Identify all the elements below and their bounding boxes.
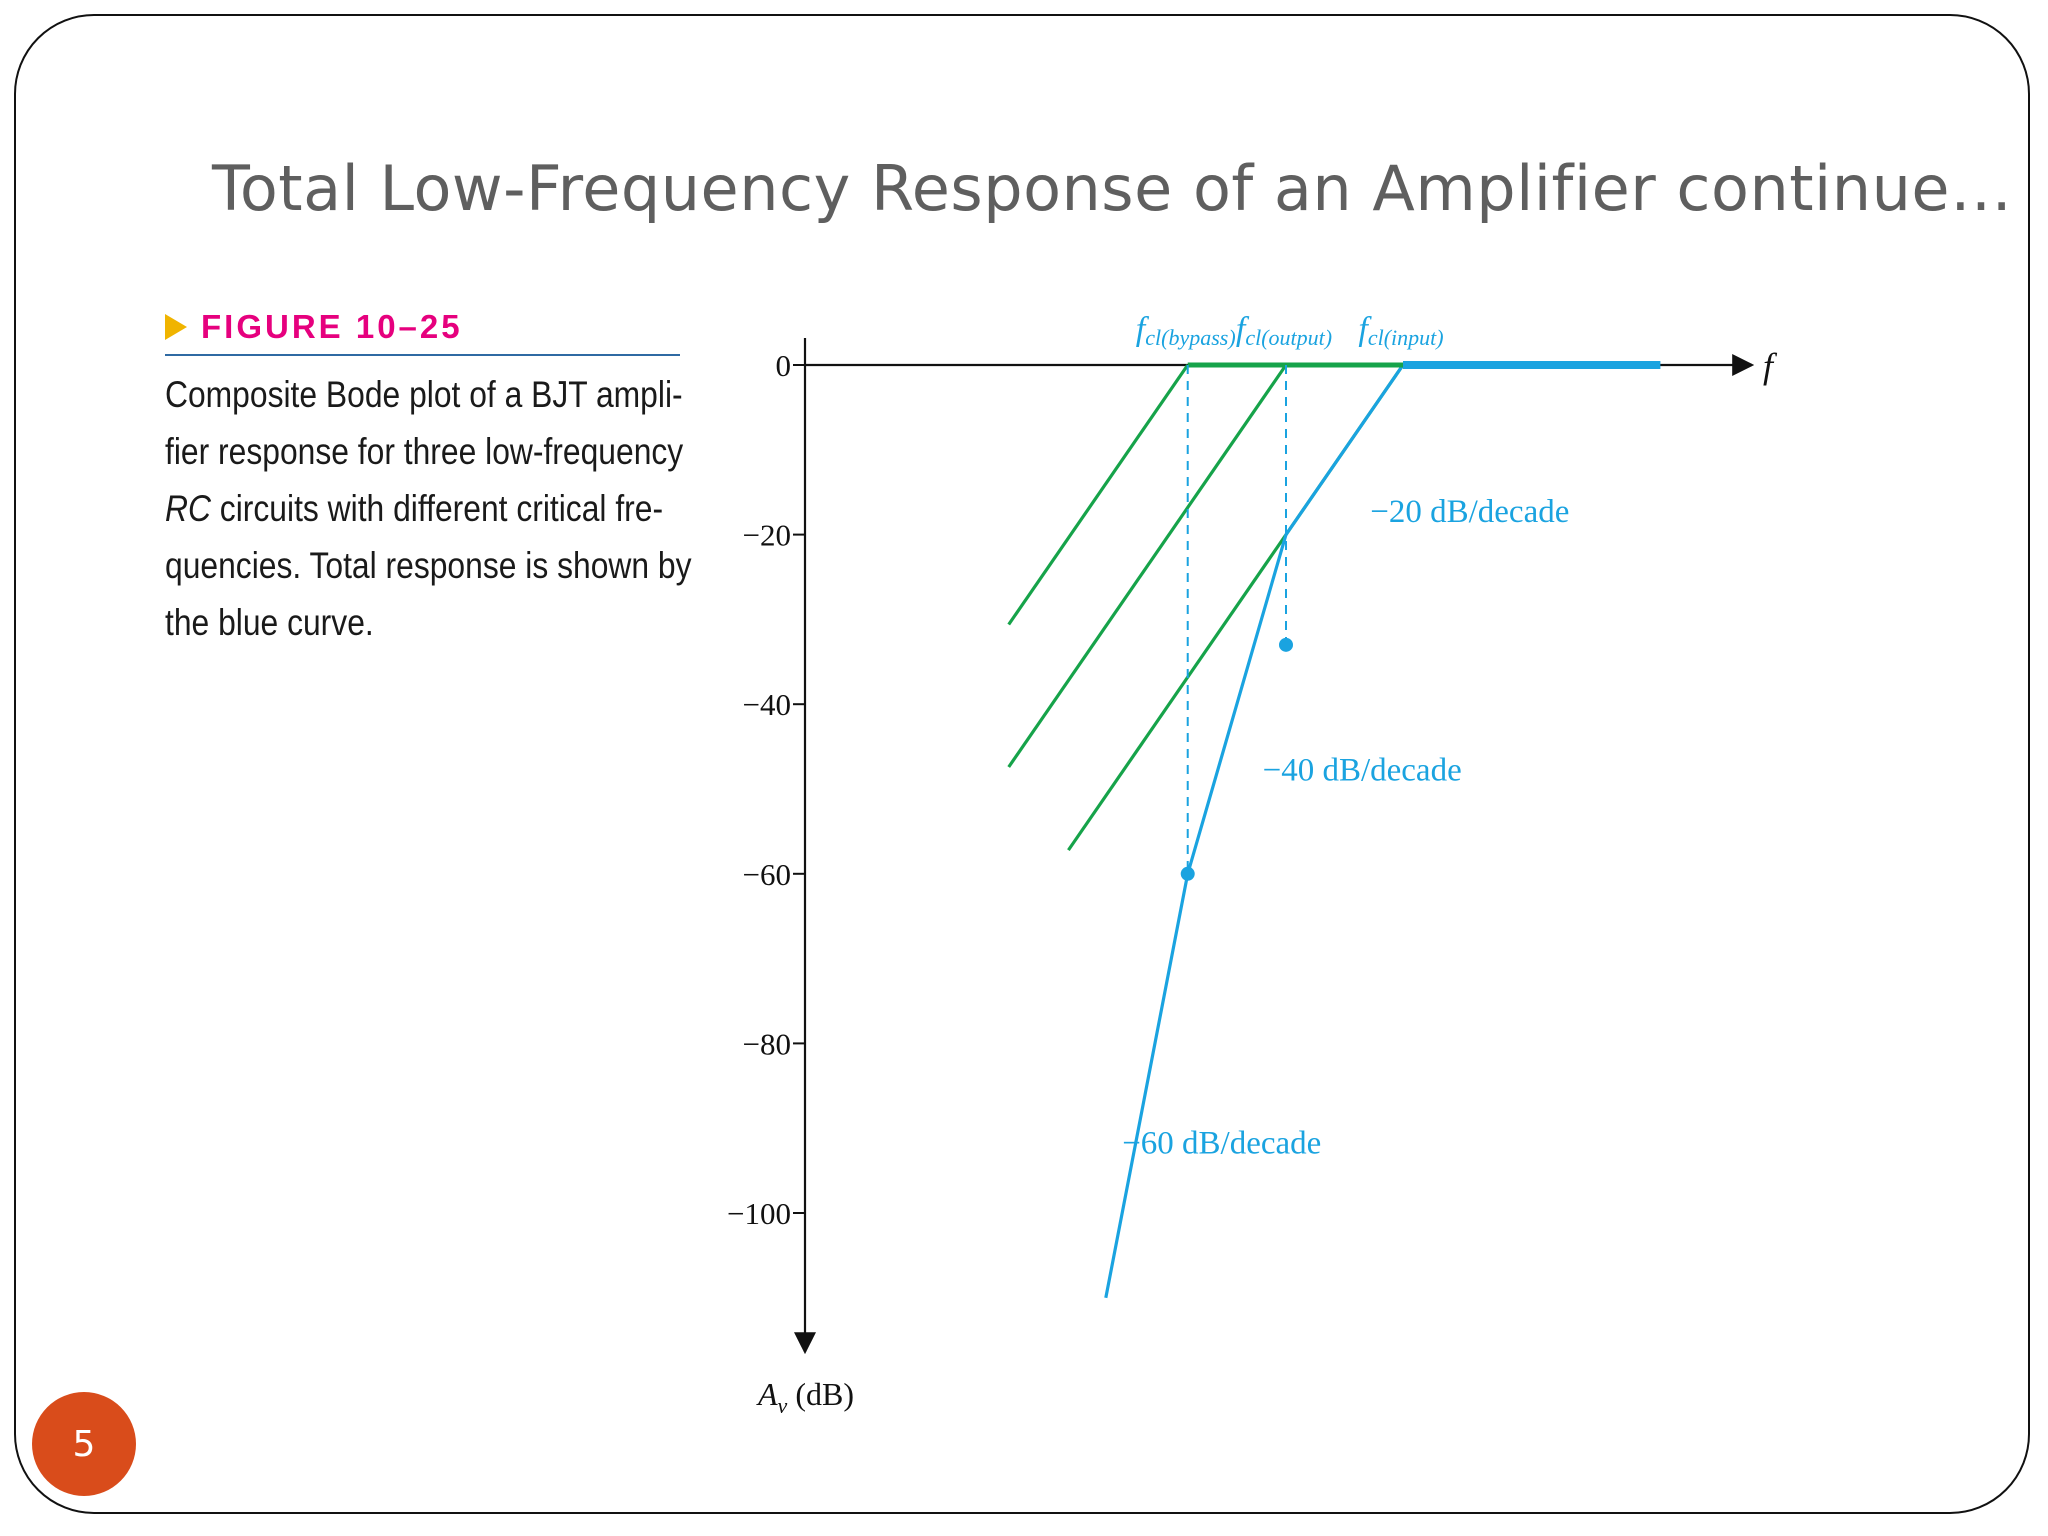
y-tick-label: 0 bbox=[776, 348, 792, 383]
series-total-response bbox=[1104, 364, 1405, 1299]
y-tick-label: −40 bbox=[743, 687, 791, 722]
page-number-badge: 5 bbox=[32, 1392, 136, 1496]
x-axis-label: f bbox=[1763, 346, 1778, 386]
caption-line-5: the blue curve. bbox=[165, 602, 374, 643]
slide-title: Total Low-Frequency Response of an Ampli… bbox=[212, 152, 2013, 225]
slope-annotation: −20 dB/decade bbox=[1370, 494, 1569, 530]
slide-frame bbox=[14, 14, 2030, 1514]
break-point-marker bbox=[1180, 866, 1195, 881]
figure-label: FIGURE 10–25 bbox=[201, 308, 463, 345]
break-point-marker bbox=[1279, 637, 1293, 652]
critical-frequency-label: fcl(output) bbox=[1236, 311, 1332, 350]
caption-rc: RC bbox=[165, 488, 211, 529]
caption-line-2: fier response for three low-frequency bbox=[165, 431, 684, 472]
caption-line-3: RC circuits with different critical fre- bbox=[165, 480, 686, 537]
figure-header: FIGURE 10–25 bbox=[165, 308, 680, 356]
caption-line-3-text: circuits with different critical fre- bbox=[219, 488, 664, 529]
series-green-1 bbox=[1007, 364, 1190, 626]
y-tick-label: −80 bbox=[743, 1026, 791, 1061]
figure-caption: Composite Bode plot of a BJT ampli- fier… bbox=[165, 366, 692, 651]
y-tick-label: −100 bbox=[727, 1196, 791, 1231]
y-axis-label: Av (dB) bbox=[756, 1376, 854, 1418]
y-tick-label: −20 bbox=[743, 518, 791, 553]
slope-annotation: −60 dB/decade bbox=[1122, 1126, 1321, 1162]
triangle-arrow-icon bbox=[165, 314, 187, 340]
caption-line-1: Composite Bode plot of a BJT ampli- bbox=[165, 374, 683, 415]
y-tick-label: −60 bbox=[743, 857, 791, 892]
series-green-2 bbox=[1007, 364, 1288, 768]
caption-line-4: quencies. Total response is shown by bbox=[165, 545, 692, 586]
slope-annotation: −40 dB/decade bbox=[1263, 753, 1462, 789]
critical-frequency-label: fcl(input) bbox=[1358, 311, 1443, 350]
critical-frequency-label: fcl(bypass) bbox=[1136, 311, 1236, 350]
